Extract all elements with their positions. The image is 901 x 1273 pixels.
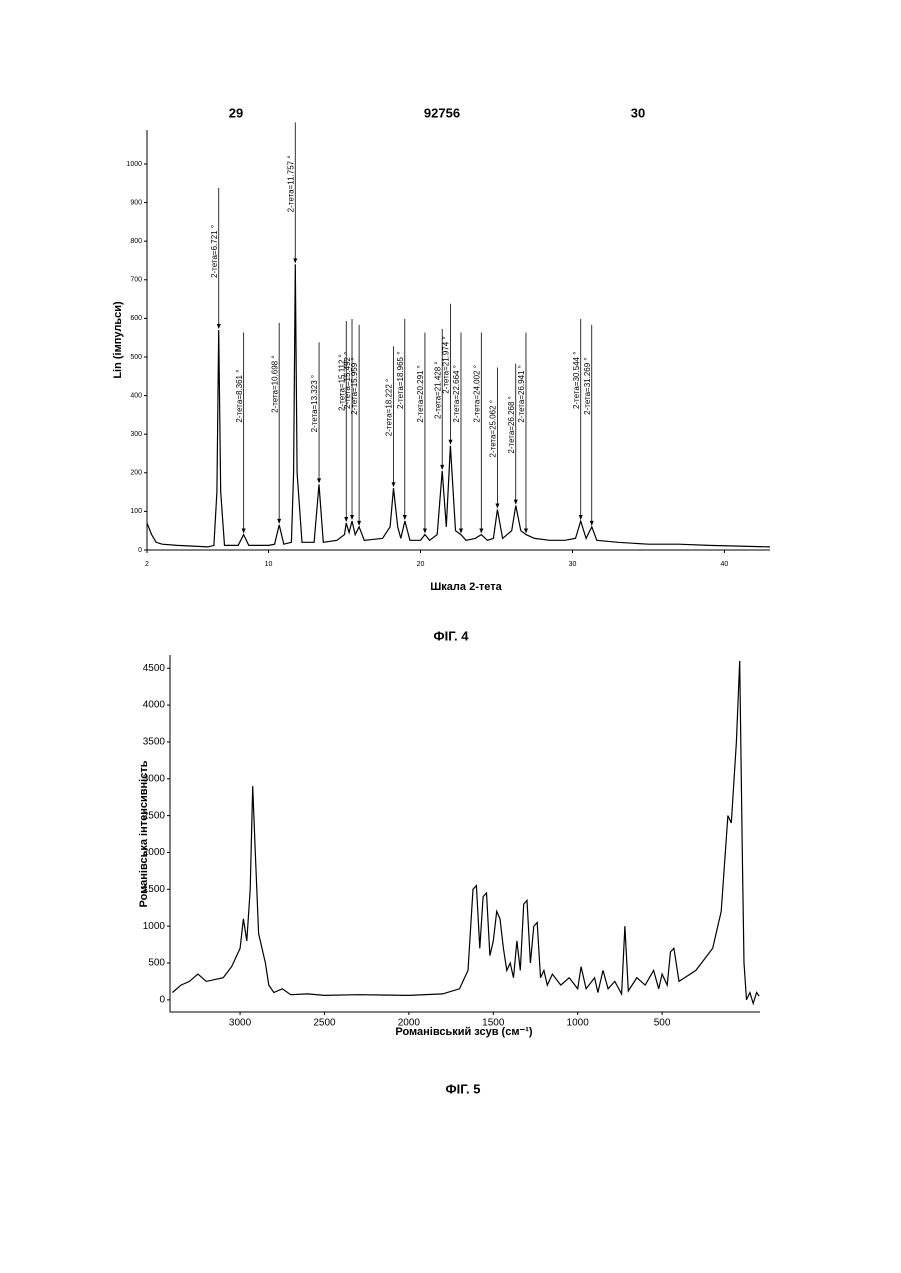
y-tick-label: 400: [130, 392, 142, 399]
y-tick-label: 500: [130, 354, 142, 361]
x-tick-label: 500: [654, 1018, 671, 1029]
annotation-arrowhead: [459, 529, 463, 534]
y-tick-label: 0: [138, 547, 142, 554]
annotation-label: 2-тета=11.757 °: [286, 155, 295, 212]
annotation-arrowhead: [440, 465, 444, 470]
y-tick-label: 0: [159, 994, 165, 1005]
y-axis-label: Романівська інтенсивність: [138, 760, 150, 907]
spectrum-line: [173, 661, 760, 1004]
x-tick-label: 1000: [567, 1018, 590, 1029]
page-number-left: 29: [229, 105, 243, 120]
page: 29 92756 30 0100200300400500600700800900…: [0, 0, 901, 1273]
annotation-label: 2-тета=20.291 °: [416, 365, 425, 422]
annotation-arrowhead: [514, 500, 518, 505]
x-axis-label: Шкала 2-тета: [430, 581, 502, 593]
annotation-label: 2-тета=15.959 °: [350, 357, 359, 414]
y-tick-label: 700: [130, 277, 142, 284]
annotation-label: 2-тета=18.222 °: [385, 379, 394, 436]
annotation-arrowhead: [350, 515, 354, 520]
y-tick-label: 300: [130, 431, 142, 438]
annotation-arrowhead: [449, 440, 453, 445]
x-tick-label: 30: [569, 561, 577, 568]
x-tick-label: 2: [145, 561, 149, 568]
annotation-arrowhead: [423, 529, 427, 534]
annotation-label: 2-тета=26.941 °: [517, 365, 526, 422]
annotation-arrowhead: [403, 515, 407, 520]
y-tick-label: 900: [130, 199, 142, 206]
y-tick-label: 4000: [143, 700, 166, 711]
page-number-right: 30: [631, 105, 645, 120]
annotation-label: 2-тета=22.664 °: [452, 365, 461, 422]
annotation-label: 2-тета=8.361 °: [235, 370, 244, 423]
annotation-arrowhead: [391, 482, 395, 487]
figure-caption: ФІГ. 5: [446, 1081, 481, 1096]
y-tick-label: 1000: [143, 921, 166, 932]
annotation-arrowhead: [293, 258, 297, 263]
annotation-arrowhead: [579, 515, 583, 520]
annotation-arrowhead: [242, 529, 246, 534]
annotation-label: 2-тета=24.002 °: [472, 365, 481, 422]
annotation-label: 2-тета=26.268 °: [507, 396, 516, 453]
y-axis-label: Lin (імпульси): [112, 301, 124, 379]
annotation-arrowhead: [277, 519, 281, 524]
annotation-label: 2-тета=31.269 °: [583, 357, 592, 414]
annotation-arrowhead: [357, 521, 361, 526]
y-tick-label: 3500: [143, 737, 166, 748]
annotation-label: 2-тета=18.965 °: [396, 352, 405, 409]
y-tick-label: 4500: [143, 663, 166, 674]
y-tick-label: 100: [130, 508, 142, 515]
x-tick-label: 20: [417, 561, 425, 568]
y-tick-label: 800: [130, 238, 142, 245]
x-tick-label: 40: [721, 561, 729, 568]
annotation-arrowhead: [317, 478, 321, 483]
patent-number: 92756: [424, 105, 460, 120]
annotation-arrowhead: [217, 324, 221, 329]
annotation-label: 2-тета=30.544 °: [572, 352, 581, 409]
x-tick-label: 10: [265, 561, 273, 568]
annotation-arrowhead: [479, 529, 483, 534]
y-tick-label: 200: [130, 470, 142, 477]
x-tick-label: 2500: [313, 1018, 336, 1029]
annotation-label: 2-тета=6.721 °: [210, 225, 219, 278]
figure-caption: ФІГ. 4: [434, 628, 470, 643]
y-tick-label: 600: [130, 315, 142, 322]
y-tick-label: 500: [148, 958, 165, 969]
annotation-arrowhead: [344, 517, 348, 522]
annotation-label: 2-тета=21.974 °: [442, 336, 451, 393]
annotation-label: 2-тета=10.698 °: [270, 355, 279, 412]
annotation-arrowhead: [495, 503, 499, 508]
x-tick-label: 3000: [229, 1018, 252, 1029]
annotation-label: 2-тета=13.323 °: [310, 375, 319, 432]
x-axis-label: Романівський зсув (см⁻¹): [395, 1026, 533, 1038]
annotation-label: 2-тета=25.062 °: [489, 400, 498, 457]
annotation-arrowhead: [590, 521, 594, 526]
y-tick-label: 1000: [126, 161, 142, 168]
